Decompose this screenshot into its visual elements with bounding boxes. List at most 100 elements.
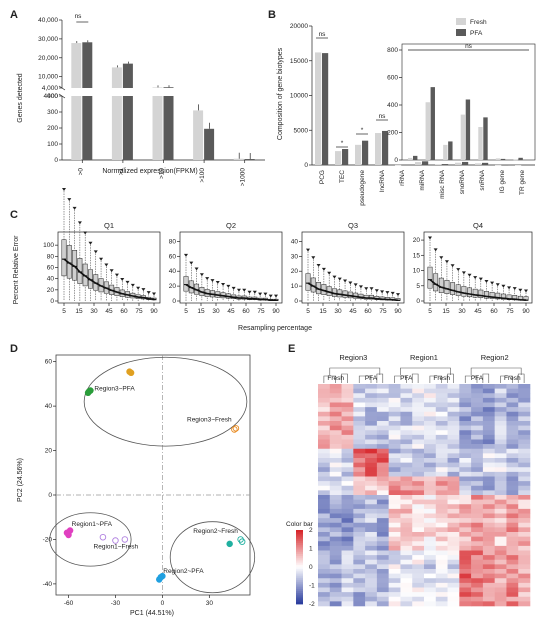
e-heat-cell [459, 471, 472, 477]
e-heat-cell [341, 444, 354, 450]
e-colorbar-step [296, 592, 303, 596]
c-box [369, 294, 374, 300]
e-heat-cell [447, 407, 460, 413]
e-heat-cell [365, 467, 378, 473]
e-heat-cell [424, 592, 437, 598]
e-heat-cell [329, 388, 342, 394]
e-heat-cell [318, 508, 331, 514]
e-heat-cell [318, 471, 331, 477]
e-heat-cell [447, 384, 460, 389]
a-bar-bottom [152, 96, 163, 160]
c-outlier-marker [184, 253, 188, 257]
e-heat-cell [424, 578, 437, 584]
b-xtick-label: snoRNA [459, 169, 466, 194]
e-heat-cell [365, 397, 378, 403]
e-heat-cell [388, 513, 401, 519]
e-heat-cell [412, 434, 425, 440]
e-heat-cell [447, 397, 460, 403]
e-heat-cell [341, 532, 354, 537]
e-heat-cell [447, 541, 460, 547]
e-heat-cell [329, 545, 342, 551]
e-heat-cell [329, 578, 342, 584]
e-heat-cell [400, 495, 413, 500]
e-heat-cell [329, 416, 342, 422]
e-heat-cell [341, 430, 354, 436]
e-heat-cell [447, 578, 460, 584]
e-heat-cell [424, 569, 437, 574]
e-heat-cell [412, 532, 425, 537]
e-heat-cell [435, 564, 448, 570]
e-heat-cell [482, 439, 495, 445]
e-colorbar-step [296, 589, 303, 592]
e-heat-cell [353, 439, 366, 445]
e-sub-label: PFA [471, 375, 484, 382]
e-heat-cell [376, 578, 389, 584]
e-heat-cell [388, 411, 401, 417]
a-bar [193, 110, 204, 160]
c-xtick-label: 15 [197, 308, 205, 315]
e-heat-cell [318, 573, 331, 579]
e-heat-cell [365, 434, 378, 440]
e-heat-cell [435, 416, 448, 422]
c-box [305, 273, 311, 291]
e-heat-cell [318, 499, 331, 505]
e-heat-cell [341, 411, 354, 417]
e-heat-cell [459, 453, 472, 459]
e-heat-cell [400, 545, 413, 551]
b-bar [435, 164, 442, 165]
e-heat-cell [341, 448, 354, 454]
e-heat-cell [365, 393, 378, 399]
e-heat-cell [341, 513, 354, 519]
e-heat-cell [447, 462, 460, 468]
d-group-label: Region3~PFA [94, 386, 135, 393]
c-ytick-label: 20 [413, 237, 421, 244]
e-heat-cell [447, 536, 460, 542]
e-heat-cell [318, 462, 331, 468]
panel-d-chart: PC2 (24.56%) PC1 (44.51%) -60 -30 0 30 60 40 2… [17, 354, 256, 617]
c-outlier-marker [114, 273, 119, 277]
panel-e-chart: Color bar Region3 Region1 Region2 Fresh PFA P… [286, 353, 531, 608]
e-heat-cell [329, 513, 342, 519]
d-xtick-label: 0 [161, 600, 165, 607]
e-heat-cell [353, 411, 366, 417]
e-heat-cell [471, 504, 484, 510]
e-heat-cell [412, 550, 425, 556]
e-heat-cell [459, 490, 472, 496]
c-ytick-label: 40 [169, 268, 177, 275]
e-colorbar-tick: -2 [309, 601, 315, 608]
c-box [450, 282, 456, 295]
e-heat-cell [353, 582, 366, 588]
e-heat-cell [435, 444, 448, 450]
e-heat-cell [435, 430, 448, 436]
e-colorbar-step [296, 572, 303, 575]
e-heat-cell [376, 397, 389, 403]
e-heat-cell [365, 421, 378, 426]
e-heat-cell [318, 476, 331, 482]
c-outlier-marker [194, 267, 199, 271]
b-bar [475, 163, 482, 165]
e-heat-cell [435, 527, 448, 533]
b-sig-label: * [361, 127, 364, 134]
e-heat-cell [329, 421, 342, 426]
e-heat-cell [376, 504, 389, 510]
c-outlier-marker [252, 290, 257, 294]
e-heat-cell [482, 564, 495, 570]
e-heat-cell [471, 601, 484, 607]
e-heat-cell [400, 434, 413, 440]
e-heat-cell [471, 458, 484, 463]
e-heat-cell [318, 504, 331, 510]
b-inset-ytick-label: 600 [387, 75, 398, 82]
e-heat-cell [424, 421, 437, 426]
e-heat-cell [482, 411, 495, 417]
e-heat-cell [388, 462, 401, 468]
e-heat-cell [435, 601, 448, 607]
e-heat-cell [353, 421, 366, 426]
e-heat-cell [447, 545, 460, 551]
e-heat-cell [400, 601, 413, 607]
panel-a-xlabel: Normalized expression(FPKM) [102, 168, 197, 175]
e-heat-cell [459, 495, 472, 500]
b-bar [315, 52, 322, 165]
e-heat-cell [412, 425, 425, 431]
e-heat-cell [494, 416, 507, 422]
